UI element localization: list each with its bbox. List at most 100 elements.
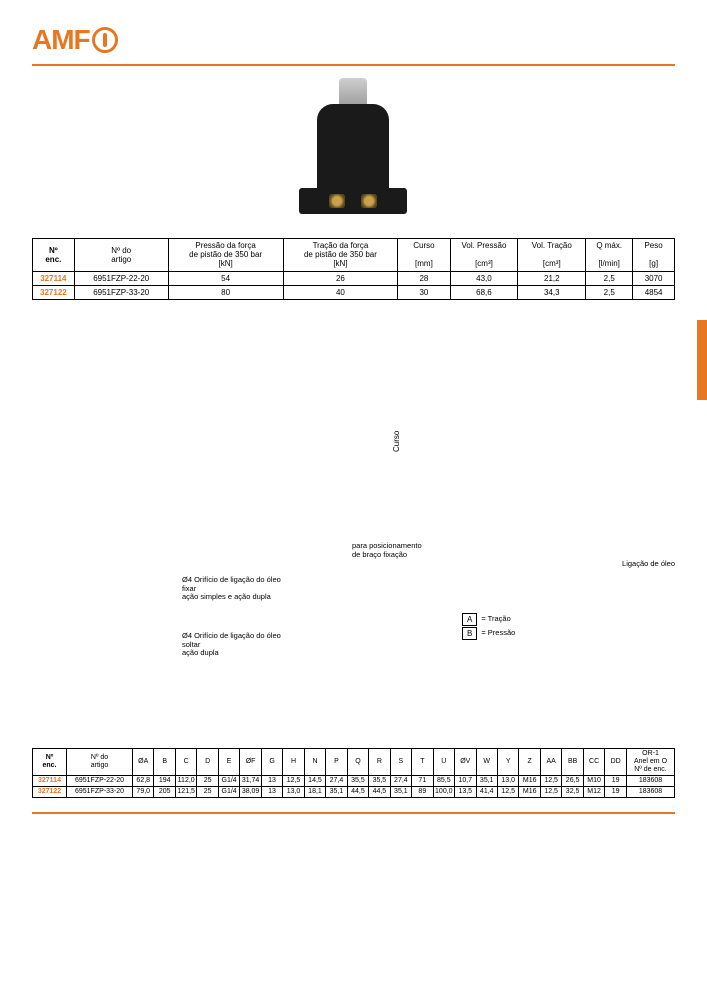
product-base-icon [299, 188, 407, 214]
col-curso: Curso [mm] [398, 239, 450, 272]
col-1: Nº do artigo [67, 748, 133, 775]
logo-row: AMF [32, 24, 675, 58]
product-port-left-icon [329, 194, 345, 208]
table-row: Nº enc.Nº do artigoØABCDEØFGHNPQRSTUØVWY… [33, 748, 675, 775]
col-10: N [304, 748, 325, 775]
bottom-rule [32, 812, 675, 814]
col-13: R [369, 748, 390, 775]
col-20: Z [519, 748, 540, 775]
cell: 25 [197, 776, 218, 787]
col-volp: Vol. Pressão [cm³] [450, 239, 518, 272]
cell: 12,5 [540, 776, 561, 787]
col-qmax: Q máx. [l/min] [586, 239, 633, 272]
cell-art: 6951FZP-22-20 [74, 271, 168, 285]
cell-q: 2,5 [586, 285, 633, 299]
legend-key-b: B [462, 627, 477, 640]
col-peso: Peso [g] [633, 239, 675, 272]
cell: 35,5 [347, 776, 368, 787]
col-14: S [390, 748, 411, 775]
cell: 121,5 [175, 787, 196, 798]
table-row: Nº enc. Nº do artigo Pressão da força de… [33, 239, 675, 272]
cell: M10 [583, 776, 604, 787]
technical-drawing: Curso para posicionamento de braço fixaç… [32, 322, 675, 662]
col-4: C [175, 748, 196, 775]
table-row: 3271146951FZP-22-2062,8194112,025G1/431,… [33, 776, 675, 787]
cell: 183608 [627, 787, 675, 798]
product-body-icon [317, 104, 389, 194]
col-23: CC [583, 748, 604, 775]
table-row: 3271226951FZP-33-2079,0205121,525G1/438,… [33, 787, 675, 798]
cell: G1/4 [218, 787, 239, 798]
cell: 112,0 [175, 776, 196, 787]
cell: 13 [261, 776, 282, 787]
product-image-wrap [32, 76, 675, 228]
col-6: E [218, 748, 239, 775]
brand-logo: AMF [32, 24, 118, 56]
cell-pf: 54 [168, 271, 283, 285]
cell: 85,5 [433, 776, 454, 787]
cell: 35,1 [326, 787, 347, 798]
cell: 13,5 [455, 787, 476, 798]
cell: 89 [412, 787, 433, 798]
cell: M16 [519, 776, 540, 787]
table-specs: Nº enc. Nº do artigo Pressão da força de… [32, 238, 675, 300]
cell-vt: 21,2 [518, 271, 586, 285]
cell-q: 2,5 [586, 271, 633, 285]
cell-art: 6951FZP-33-20 [74, 285, 168, 299]
cell: 19 [605, 787, 627, 798]
col-nenc: Nº enc. [33, 239, 75, 272]
cell: 79,0 [133, 787, 154, 798]
col-7: ØF [240, 748, 261, 775]
table-dimensions: Nº enc.Nº do artigoØABCDEØFGHNPQRSTUØVWY… [32, 748, 675, 798]
legend-key-a: A [462, 613, 477, 626]
product-image [289, 76, 419, 226]
label-orificio-soltar: Ø4 Orifício de ligação do óleo soltar aç… [182, 632, 281, 658]
cell: 35,1 [390, 787, 411, 798]
label-ligacao-oleo: Ligação de óleo [622, 560, 675, 569]
top-rule [32, 64, 675, 66]
cell: 32,5 [562, 787, 583, 798]
cell: 18,1 [304, 787, 325, 798]
cell: 26,5 [562, 776, 583, 787]
cell: 27,4 [390, 776, 411, 787]
cell: 6951FZP-22-20 [67, 776, 133, 787]
col-tracao: Tração da força de pistão de 350 bar [kN… [283, 239, 398, 272]
cell-vp: 43,0 [450, 271, 518, 285]
cell: 35,1 [476, 776, 497, 787]
col-0: Nº enc. [33, 748, 67, 775]
brand-text: AMF [32, 24, 90, 56]
cell: 100,0 [433, 787, 454, 798]
cell: 41,4 [476, 787, 497, 798]
cell: 31,74 [240, 776, 261, 787]
cell: M16 [519, 787, 540, 798]
cell-peso: 3070 [633, 271, 675, 285]
label-posicionamento: para posicionamento de braço fixação [352, 542, 422, 559]
cell-peso: 4854 [633, 285, 675, 299]
col-5: D [197, 748, 218, 775]
cell: 13,0 [497, 776, 518, 787]
cell: 194 [154, 776, 175, 787]
brand-mark-icon [92, 27, 118, 53]
col-11: P [326, 748, 347, 775]
cell: 19 [605, 776, 627, 787]
legend-box: A = Tração B = Pressão [462, 612, 515, 641]
table-row: 3271146951FZP-22-2054262843,021,22,53070 [33, 271, 675, 285]
cell: 6951FZP-33-20 [67, 787, 133, 798]
cell: 13,0 [283, 787, 304, 798]
col-21: AA [540, 748, 561, 775]
label-curso: Curso [392, 431, 401, 452]
cell: 71 [412, 776, 433, 787]
col-pressao: Pressão da força de pistão de 350 bar [k… [168, 239, 283, 272]
col-19: Y [497, 748, 518, 775]
cell: 205 [154, 787, 175, 798]
cell: 44,5 [369, 787, 390, 798]
col-volt: Vol. Tração [cm³] [518, 239, 586, 272]
cell: G1/4 [218, 776, 239, 787]
cell: 44,5 [347, 787, 368, 798]
cell-vp: 68,6 [450, 285, 518, 299]
cell: 27,4 [326, 776, 347, 787]
col-25: OR-1 Anel em O Nº de enc. [627, 748, 675, 775]
col-2: ØA [133, 748, 154, 775]
cell: 35,5 [369, 776, 390, 787]
cell: 14,5 [304, 776, 325, 787]
